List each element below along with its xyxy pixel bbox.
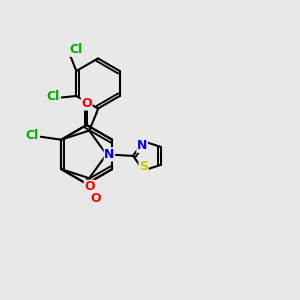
Text: N: N [104, 148, 115, 161]
Text: O: O [81, 97, 92, 110]
Text: S: S [139, 160, 148, 172]
Text: N: N [137, 139, 147, 152]
Text: O: O [84, 180, 95, 193]
Text: Cl: Cl [70, 43, 83, 56]
Text: Cl: Cl [26, 129, 39, 142]
Text: O: O [90, 192, 101, 205]
Text: Cl: Cl [47, 90, 60, 104]
